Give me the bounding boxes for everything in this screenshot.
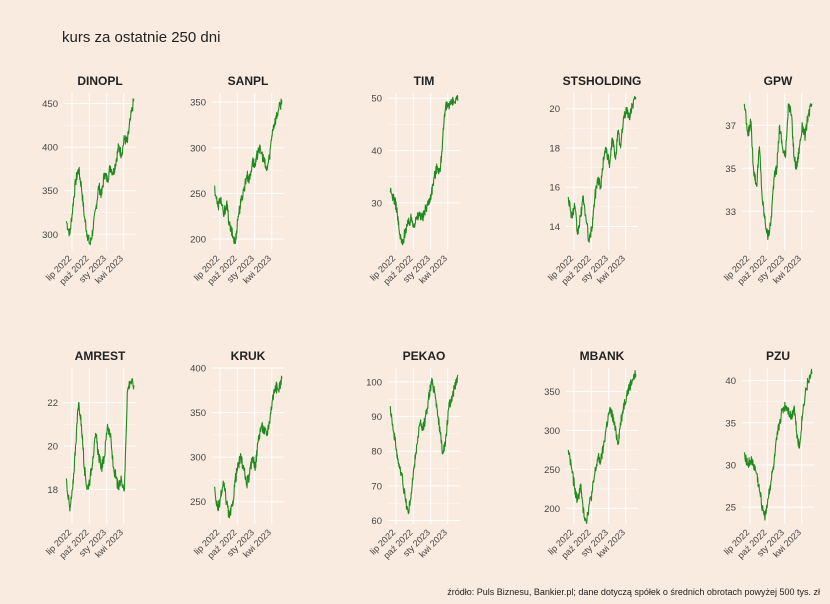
y-tick-label: 400 — [190, 364, 206, 375]
y-tick-label: 35 — [725, 164, 736, 175]
chart-title: kurs za ostatnie 250 dni — [62, 29, 221, 46]
y-tick-label: 300 — [42, 230, 58, 241]
y-tick-label: 30 — [725, 460, 736, 471]
source-caption: źródło: Puls Biznesu, Bankier.pl; dane d… — [447, 587, 820, 597]
panel-title-amrest: AMREST — [75, 349, 126, 363]
y-tick-label: 300 — [190, 453, 206, 464]
y-tick-label: 350 — [190, 98, 206, 109]
y-tick-label: 300 — [190, 143, 206, 154]
y-tick-label: 18 — [549, 143, 560, 154]
y-tick-label: 60 — [371, 516, 382, 527]
series-line-sanpl — [214, 98, 283, 245]
y-tick-label: 35 — [725, 418, 736, 429]
y-tick-label: 30 — [371, 198, 382, 209]
y-tick-label: 25 — [725, 503, 736, 514]
y-tick-label: 37 — [725, 121, 736, 132]
panel-title-mbank: MBANK — [580, 349, 625, 363]
panel-title-gpw: GPW — [764, 74, 793, 88]
y-tick-label: 18 — [47, 485, 58, 496]
panel-title-pzu: PZU — [766, 349, 790, 363]
y-tick-label: 16 — [549, 183, 560, 194]
y-tick-label: 70 — [371, 481, 382, 492]
series-line-tim — [389, 95, 459, 246]
series-line-stsholding — [567, 95, 637, 243]
series-line-dinopl — [65, 98, 135, 246]
series-line-pekao — [389, 374, 459, 515]
panel-title-stsholding: STSHOLDING — [563, 74, 642, 88]
panel-title-pekao: PEKAO — [403, 349, 446, 363]
series-line-amrest — [65, 377, 135, 512]
series-line-gpw — [743, 103, 813, 241]
y-tick-label: 14 — [549, 222, 560, 233]
y-tick-label: 33 — [725, 207, 736, 218]
y-tick-label: 350 — [42, 186, 58, 197]
y-tick-label: 200 — [190, 235, 206, 246]
y-tick-label: 20 — [47, 442, 58, 453]
y-tick-label: 40 — [371, 146, 382, 157]
panel-title-dinopl: DINOPL — [77, 74, 122, 88]
y-tick-label: 40 — [725, 376, 736, 387]
y-tick-label: 22 — [47, 398, 58, 409]
series-line-kruk — [213, 375, 283, 519]
y-tick-label: 350 — [190, 408, 206, 419]
y-tick-label: 80 — [371, 447, 382, 458]
y-tick-label: 100 — [366, 377, 382, 388]
y-tick-label: 400 — [42, 143, 58, 154]
y-tick-label: 50 — [371, 94, 382, 105]
y-tick-label: 250 — [190, 497, 206, 508]
panel-title-kruk: KRUK — [231, 349, 266, 363]
y-tick-label: 250 — [544, 465, 560, 476]
y-tick-label: 90 — [371, 412, 382, 423]
y-tick-label: 20 — [549, 104, 560, 115]
panel-title-tim: TIM — [414, 74, 435, 88]
y-tick-label: 200 — [544, 504, 560, 515]
y-tick-label: 350 — [544, 387, 560, 398]
series-line-mbank — [567, 370, 637, 524]
panel-title-sanpl: SANPL — [228, 74, 269, 88]
series-line-pzu — [743, 368, 813, 521]
y-tick-label: 300 — [544, 426, 560, 437]
y-tick-label: 250 — [190, 189, 206, 200]
y-tick-label: 450 — [42, 99, 58, 110]
